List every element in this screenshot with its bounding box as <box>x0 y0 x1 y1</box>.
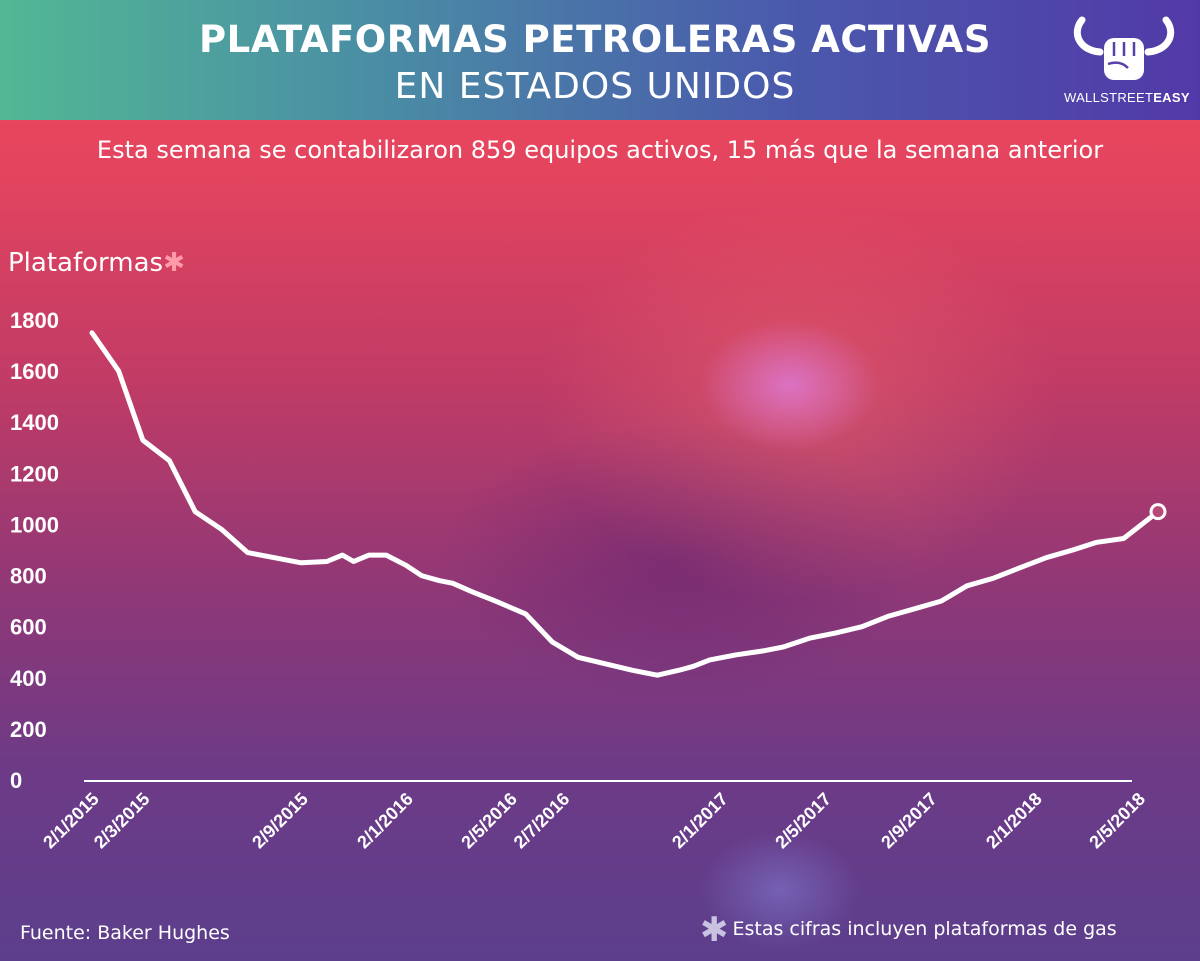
brand-wordmark-light: WALLSTREET <box>1064 90 1154 105</box>
brand-wordmark-bold: EASY <box>1153 90 1190 105</box>
x-tick-label: 2/5/2017 <box>771 789 835 853</box>
y-tick-label: 0 <box>10 768 22 793</box>
y-axis-label: Plataformas✱ <box>8 248 185 278</box>
source-credit: Fuente: Baker Hughes <box>20 922 230 944</box>
x-tick-label: 2/5/2016 <box>457 789 521 853</box>
y-tick-label: 600 <box>10 615 47 640</box>
x-tick-label: 2/1/2017 <box>668 789 732 853</box>
y-tick-label: 1200 <box>10 461 59 486</box>
y-tick-label: 1600 <box>10 359 59 384</box>
brand-wordmark: WALLSTREETEASY <box>1064 90 1190 105</box>
footnote-asterisk-icon: ✱ <box>700 910 729 950</box>
footnote: ✱ Estas cifras incluyen plataformas de ga… <box>700 910 1117 950</box>
y-tick-label: 400 <box>10 666 47 691</box>
end-point-marker <box>1149 503 1167 521</box>
x-tick-label: 2/9/2015 <box>248 789 312 853</box>
brand-logo[interactable]: WALLSTREETEASY <box>1064 12 1190 112</box>
y-tick-label: 1800 <box>10 308 59 333</box>
chart-subtitle: Esta semana se contabilizaron 859 equipo… <box>96 136 1104 164</box>
chart-title-line2: EN ESTADOS UNIDOS <box>394 66 796 107</box>
x-tick-label: 2/1/2018 <box>982 789 1046 853</box>
footnote-text: Estas cifras incluyen plataformas de gas <box>732 918 1117 940</box>
x-tick-label: 2/5/2018 <box>1085 789 1149 853</box>
y-tick-label: 800 <box>10 564 47 589</box>
chart-title: PLATAFORMAS PETROLERAS ACTIVAS <box>199 18 991 61</box>
x-tick-label: 2/7/2016 <box>510 789 574 853</box>
y-tick-label: 1400 <box>10 410 59 435</box>
x-tick-label: 2/9/2017 <box>877 789 941 853</box>
header-banner: PLATAFORMAS PETROLERAS ACTIVAS EN ESTADO… <box>0 0 1200 120</box>
series-line <box>89 330 1161 678</box>
asterisk-icon: ✱ <box>163 248 185 278</box>
y-axis-label-text: Plataformas <box>8 248 164 278</box>
y-tick-label: 1000 <box>10 512 59 537</box>
x-tick-label: 2/1/2016 <box>353 789 417 853</box>
fist-bull-horns-icon <box>1074 16 1174 80</box>
y-tick-label: 200 <box>10 717 47 742</box>
x-tick-label: 2/3/2015 <box>90 789 154 853</box>
